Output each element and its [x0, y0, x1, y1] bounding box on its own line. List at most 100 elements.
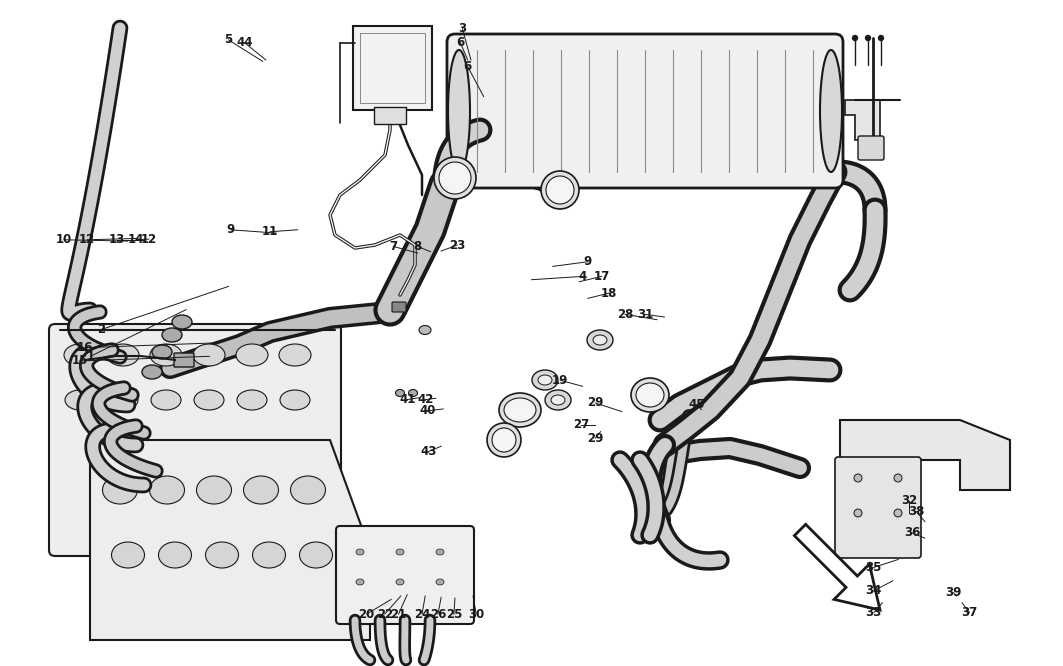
FancyBboxPatch shape: [174, 353, 195, 367]
Ellipse shape: [195, 390, 224, 410]
Text: 19: 19: [552, 374, 569, 387]
Text: 6: 6: [463, 60, 472, 73]
Ellipse shape: [820, 50, 842, 172]
Text: 17: 17: [593, 270, 610, 283]
Text: 9: 9: [226, 223, 235, 236]
Ellipse shape: [356, 579, 364, 585]
Ellipse shape: [290, 476, 325, 504]
Text: 43: 43: [420, 445, 437, 458]
Text: 29: 29: [587, 432, 604, 445]
Ellipse shape: [396, 579, 404, 585]
Text: 9: 9: [584, 255, 592, 268]
FancyBboxPatch shape: [49, 324, 341, 556]
Ellipse shape: [436, 579, 444, 585]
Ellipse shape: [439, 162, 471, 194]
Text: 34: 34: [865, 584, 882, 597]
Ellipse shape: [853, 35, 858, 41]
Ellipse shape: [107, 344, 139, 366]
Text: 11: 11: [261, 225, 279, 238]
Text: 6: 6: [456, 36, 465, 49]
Text: 23: 23: [449, 238, 466, 252]
Ellipse shape: [102, 476, 137, 504]
Text: 41: 41: [399, 393, 416, 406]
Ellipse shape: [587, 330, 613, 350]
Text: 5: 5: [224, 33, 233, 47]
Ellipse shape: [878, 35, 883, 41]
Text: 28: 28: [617, 308, 634, 321]
Ellipse shape: [150, 476, 185, 504]
Text: 45: 45: [688, 398, 705, 412]
Text: 33: 33: [865, 606, 882, 619]
FancyBboxPatch shape: [374, 107, 406, 124]
Text: 3: 3: [458, 22, 467, 35]
Ellipse shape: [162, 328, 182, 342]
Ellipse shape: [499, 393, 541, 427]
Ellipse shape: [280, 390, 310, 410]
FancyBboxPatch shape: [448, 34, 843, 188]
Text: 7: 7: [389, 240, 398, 253]
Ellipse shape: [197, 476, 232, 504]
Ellipse shape: [419, 326, 431, 334]
Ellipse shape: [396, 549, 404, 555]
Ellipse shape: [279, 344, 311, 366]
Ellipse shape: [448, 50, 470, 172]
Text: 30: 30: [468, 607, 485, 621]
Ellipse shape: [151, 390, 181, 410]
Ellipse shape: [253, 542, 286, 568]
Ellipse shape: [532, 370, 558, 390]
Ellipse shape: [894, 509, 902, 517]
Text: 8: 8: [414, 240, 422, 253]
FancyBboxPatch shape: [353, 26, 432, 110]
Text: 24: 24: [414, 607, 431, 621]
Ellipse shape: [172, 315, 192, 329]
Ellipse shape: [894, 474, 902, 482]
Ellipse shape: [193, 344, 225, 366]
Text: 39: 39: [945, 586, 962, 599]
Polygon shape: [840, 420, 1010, 490]
Text: 32: 32: [900, 494, 917, 507]
FancyBboxPatch shape: [336, 526, 474, 624]
FancyBboxPatch shape: [858, 136, 884, 160]
Ellipse shape: [356, 549, 364, 555]
Text: 14: 14: [128, 233, 145, 246]
Ellipse shape: [541, 171, 579, 209]
Text: 20: 20: [358, 607, 375, 621]
Ellipse shape: [150, 344, 182, 366]
Ellipse shape: [205, 542, 238, 568]
Ellipse shape: [436, 549, 444, 555]
Ellipse shape: [237, 390, 267, 410]
Ellipse shape: [142, 365, 162, 379]
Text: 18: 18: [601, 286, 618, 300]
Ellipse shape: [152, 345, 172, 359]
Text: 42: 42: [417, 393, 434, 406]
Text: 44: 44: [236, 36, 253, 49]
Ellipse shape: [492, 428, 516, 452]
Ellipse shape: [487, 423, 521, 457]
Ellipse shape: [108, 390, 138, 410]
Text: 13: 13: [108, 233, 125, 246]
Ellipse shape: [854, 474, 862, 482]
Text: 12: 12: [79, 233, 96, 246]
Ellipse shape: [593, 335, 607, 345]
Text: 27: 27: [573, 418, 590, 432]
Text: 21: 21: [390, 607, 407, 621]
Polygon shape: [90, 440, 370, 640]
Ellipse shape: [434, 157, 476, 199]
Text: 10: 10: [55, 233, 72, 246]
Polygon shape: [845, 100, 880, 140]
Ellipse shape: [546, 176, 574, 204]
Ellipse shape: [158, 542, 191, 568]
Text: 40: 40: [419, 404, 436, 418]
Text: 37: 37: [961, 606, 978, 619]
FancyBboxPatch shape: [392, 302, 406, 312]
Ellipse shape: [65, 390, 95, 410]
Text: 4: 4: [578, 270, 587, 283]
Text: 38: 38: [908, 505, 925, 518]
Ellipse shape: [236, 344, 268, 366]
Ellipse shape: [504, 398, 536, 422]
Text: 35: 35: [865, 561, 882, 574]
Ellipse shape: [538, 375, 552, 385]
Text: 36: 36: [904, 526, 921, 539]
Ellipse shape: [300, 542, 333, 568]
Text: 2: 2: [97, 323, 105, 336]
